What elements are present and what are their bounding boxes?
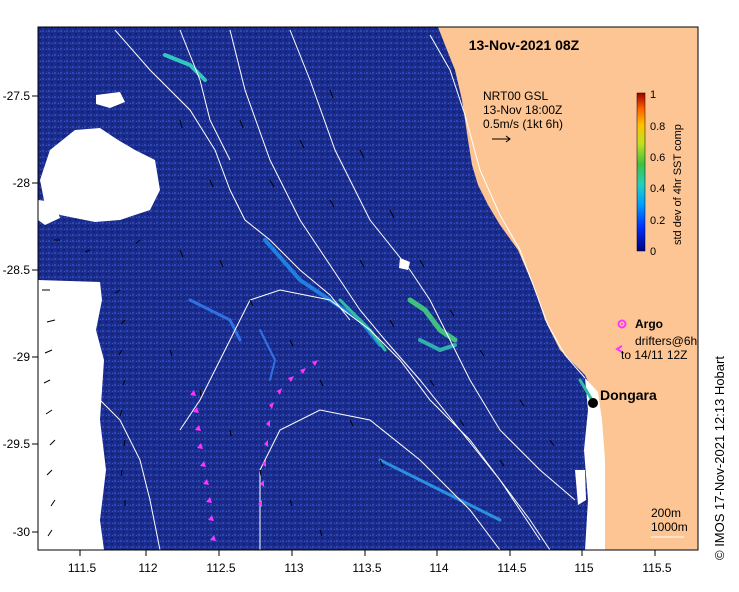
map-title: 13-Nov-2021 08Z (469, 37, 580, 53)
x-tick-label: 112 (138, 561, 157, 575)
scale-arrow-icon (492, 135, 511, 143)
colorbar-tick: 0.6 (650, 152, 665, 164)
credit-text: © IMOS 17-Nov-2021 12:13 Hobart (712, 356, 727, 560)
y-tick-label: -28 (13, 176, 31, 190)
y-tick-label: -29.5 (3, 437, 31, 451)
x-axis-labels: 111.5 112 112.5 113 113.5 114 114.5 115 … (68, 561, 672, 575)
legend: Argo drifters@6h to 14/11 12Z (615, 317, 697, 362)
drifter-icon (615, 345, 623, 353)
drifter-tracks (190, 360, 318, 541)
colorbar-tick: 0.2 (650, 215, 665, 227)
product-info: NRT00 GSL 13-Nov 18:00Z 0.5m/s (1kt 6h) (483, 89, 563, 143)
plot-frame (37, 26, 699, 551)
argo-label: Argo (635, 317, 663, 331)
coastal-cloud (584, 378, 605, 550)
drifter-period-label: to 14/11 12Z (621, 348, 688, 362)
drifter-label: drifters@6h (635, 334, 697, 348)
argo-icon (617, 319, 627, 329)
colorbar-tick: 0.4 (650, 183, 665, 195)
axis-ticks (32, 95, 656, 556)
y-tick-label: -29 (13, 350, 31, 364)
product-name: NRT00 GSL (483, 89, 548, 103)
x-tick-label: 114 (429, 561, 448, 575)
colorbar-label: std dev of 4hr SST comp (672, 124, 684, 245)
x-tick-label: 112.5 (206, 561, 235, 575)
x-tick-label: 111.5 (68, 561, 97, 575)
colorbar-tick: 0.8 (650, 121, 665, 133)
y-tick-label: -30 (13, 525, 31, 539)
land-australia (438, 27, 698, 550)
vector-scale-label: 0.5m/s (1kt 6h) (483, 117, 563, 131)
isobath-legend: 200m 1000m (651, 506, 688, 538)
current-vectors (42, 89, 555, 537)
isobath-label-200: 200m (651, 506, 681, 520)
y-tick-label: -28.5 (3, 263, 31, 277)
map-plot-area (38, 27, 698, 550)
x-tick-label: 115.5 (642, 561, 671, 575)
isobath-label-1000: 1000m (651, 520, 688, 534)
y-tick-label: -27.5 (3, 89, 31, 103)
colorbar: 1 0.8 0.6 0.4 0.2 0 std dev of 4hr SST c… (636, 89, 684, 258)
x-tick-label: 114.5 (497, 561, 526, 575)
town-marker-icon (588, 398, 598, 408)
colorbar-ramp (636, 92, 646, 252)
colorbar-ticks: 1 0.8 0.6 0.4 0.2 0 (650, 89, 665, 258)
colorbar-tick: 1 (650, 89, 656, 101)
colorbar-tick: 0 (650, 246, 656, 258)
x-tick-label: 115 (574, 561, 593, 575)
x-tick-label: 113 (284, 561, 303, 575)
product-time: 13-Nov 18:00Z (483, 103, 562, 117)
cloud-mask (38, 92, 586, 550)
town-label: Dongara (600, 387, 657, 403)
y-axis-labels: -27.5 -28 -28.5 -29 -29.5 -30 (3, 89, 31, 539)
x-tick-label: 113.5 (352, 561, 381, 575)
